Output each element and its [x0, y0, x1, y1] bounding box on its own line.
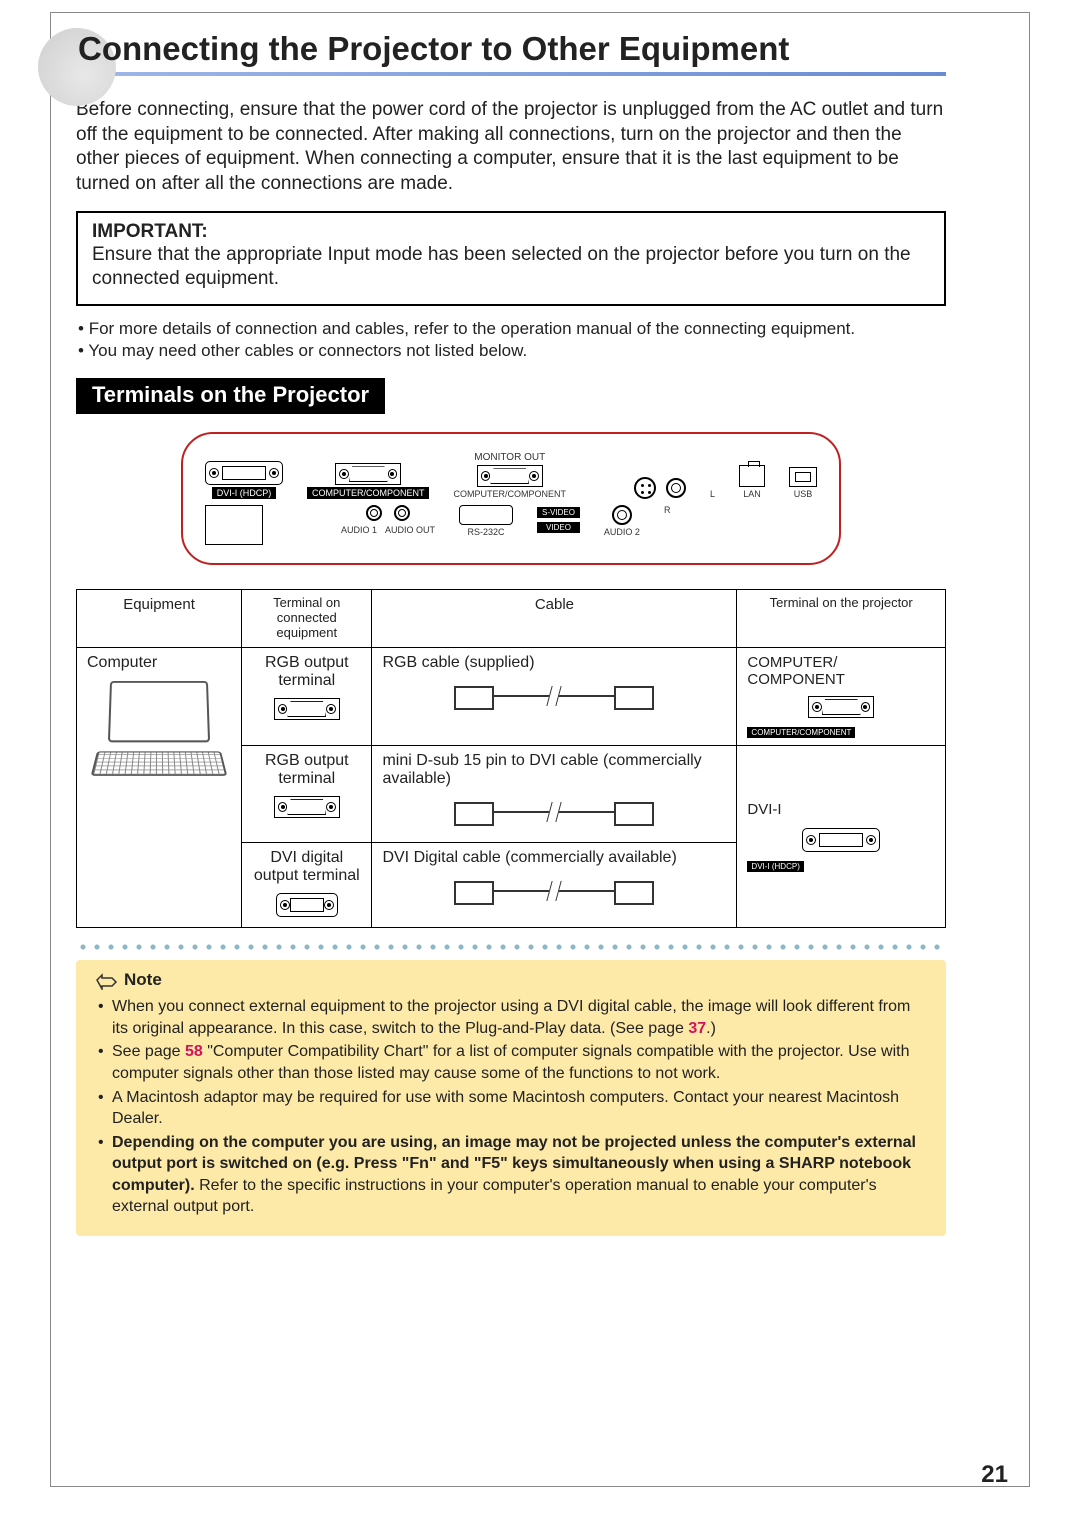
page-title: Connecting the Projector to Other Equipm…	[78, 30, 946, 68]
important-label: IMPORTANT:	[92, 221, 930, 243]
important-box: IMPORTANT: Ensure that the appropriate I…	[76, 211, 946, 306]
note-item: A Macintosh adaptor may be required for …	[98, 1087, 928, 1130]
dotted-divider	[76, 944, 946, 950]
cable-text: mini D-sub 15 pin to DVI cable (commerci…	[382, 752, 701, 787]
port-label: USB	[794, 489, 813, 499]
port-label: AUDIO OUT	[385, 525, 435, 535]
port-label: VIDEO	[537, 522, 580, 533]
port-label: COMPUTER/COMPONENT	[453, 489, 566, 499]
note-item: Depending on the computer you are using,…	[98, 1132, 928, 1218]
th-equipment: Equipment	[77, 590, 242, 648]
th-cable: Cable	[372, 590, 737, 648]
important-text: Ensure that the appropriate Input mode h…	[92, 243, 930, 292]
title-underline	[76, 72, 946, 76]
page-ref: 37	[688, 1020, 706, 1037]
section-header: Terminals on the Projector	[76, 378, 385, 414]
th-term-proj: Terminal on the projector	[737, 590, 946, 648]
note-item: When you connect external equipment to t…	[98, 996, 928, 1039]
table-row: Computer RGB output terminal RGB cable (…	[77, 648, 946, 746]
post-bullets: • For more details of connection and cab…	[78, 318, 946, 362]
port-label: AUDIO 2	[604, 527, 640, 537]
term-equip-text: RGB output terminal	[252, 654, 361, 690]
note-box: Note When you connect external equipment…	[76, 960, 946, 1236]
cable-icon	[454, 798, 654, 826]
note-label: Note	[124, 970, 162, 990]
proj-term-text: COMPUTER/ COMPONENT	[747, 654, 935, 688]
port-label: S-VIDEO	[537, 507, 580, 518]
terminal-panel-diagram: DVI-I (HDCP) COMPUTER/COMPONENT MONITOR …	[181, 432, 841, 565]
cable-text: RGB cable (supplied)	[382, 654, 534, 671]
port-label: R	[664, 505, 671, 515]
port-label: DVI-I (HDCP)	[212, 487, 277, 499]
port-label: RS-232C	[468, 527, 505, 537]
note-item: See page 58 "Computer Compatibility Char…	[98, 1041, 928, 1084]
port-label: AUDIO 1	[341, 525, 377, 535]
equipment-label: Computer	[87, 654, 157, 671]
proj-sub-label: DVI-I (HDCP)	[747, 861, 803, 872]
cable-icon	[454, 877, 654, 905]
intro-paragraph: Before connecting, ensure that the power…	[76, 98, 946, 197]
term-equip-text: RGB output terminal	[252, 752, 361, 788]
port-label: LAN	[743, 489, 761, 499]
th-term-equip: Terminal on connected equipment	[242, 590, 372, 648]
page-number: 21	[981, 1461, 1008, 1489]
laptop-icon	[89, 680, 229, 790]
page-ref: 58	[185, 1043, 203, 1060]
port-label: COMPUTER/COMPONENT	[307, 487, 430, 499]
proj-sub-label: COMPUTER/COMPONENT	[747, 727, 855, 738]
connection-table: Equipment Terminal on connected equipmen…	[76, 589, 946, 928]
port-label: L	[710, 489, 715, 499]
proj-term-text: DVI-I	[747, 801, 935, 818]
term-equip-text: DVI digital output terminal	[252, 849, 361, 885]
cable-icon	[454, 682, 654, 710]
port-label: MONITOR OUT	[474, 452, 545, 463]
bullet-text: For more details of connection and cable…	[89, 319, 855, 338]
cable-text: DVI Digital cable (commercially availabl…	[382, 849, 676, 866]
note-hand-icon	[94, 970, 118, 990]
bullet-text: You may need other cables or connectors …	[88, 341, 527, 360]
